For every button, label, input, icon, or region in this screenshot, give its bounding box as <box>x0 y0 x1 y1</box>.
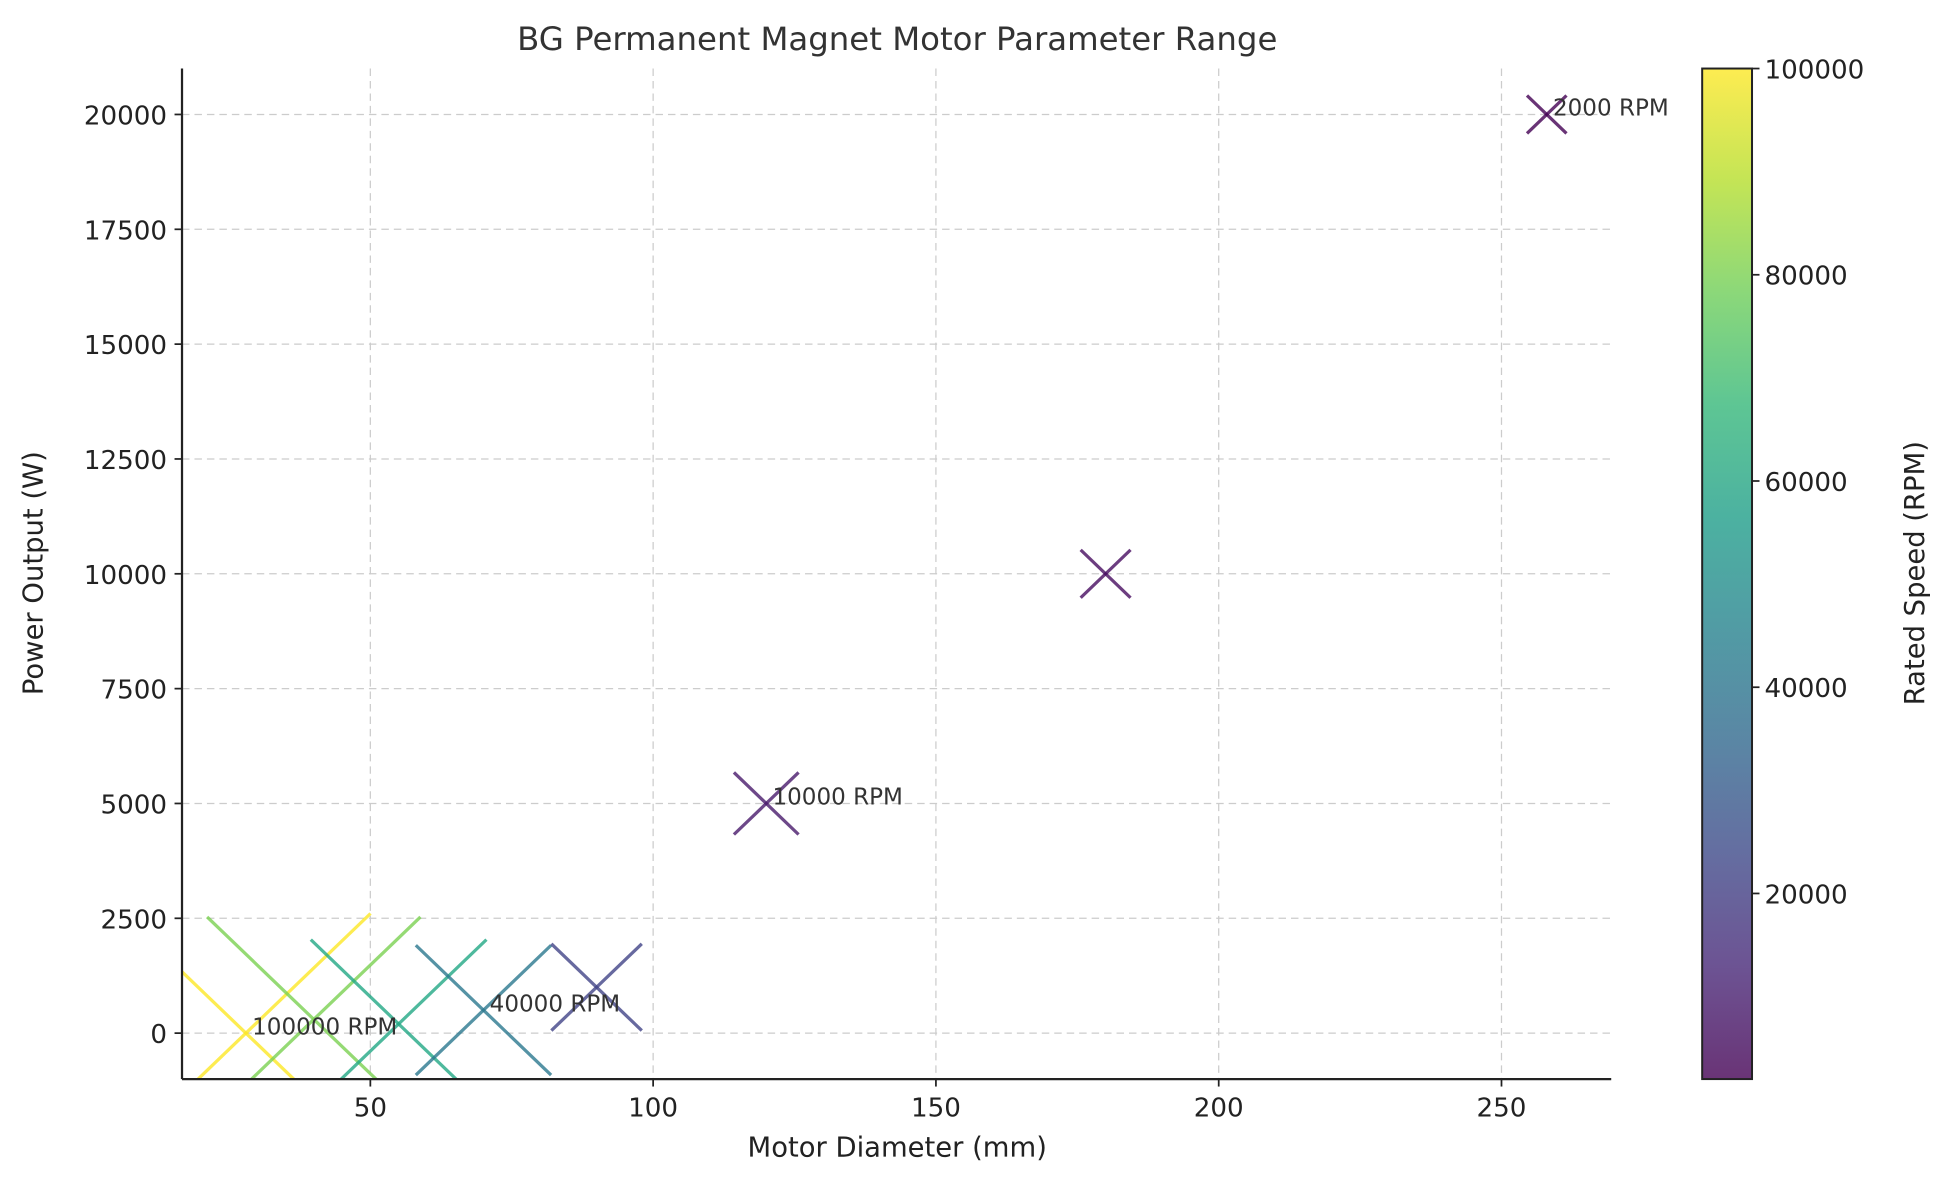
colorbar-tick-label: 80000 <box>1764 262 1847 292</box>
y-tick-label: 10000 <box>84 561 167 591</box>
x-marker <box>182 912 372 1080</box>
annotations: 100000 RPM 40000 RPM 10000 RPM 2000 RPM <box>252 96 1669 1041</box>
x-marker <box>1525 94 1568 135</box>
y-tick-label: 17500 <box>84 216 167 246</box>
y-axis-label: Power Output (W) <box>18 451 49 695</box>
y-tick-label: 20000 <box>84 101 167 131</box>
axes: 50 100 150 200 25002500500075001000012500150… <box>84 68 1612 1123</box>
x-marker <box>1079 548 1132 599</box>
colorbar: 20000 40000 60000 80000 100000 <box>1701 56 1864 1081</box>
colorbar-tick-label: 40000 <box>1764 674 1847 704</box>
colorbar-tick-label: 20000 <box>1764 880 1847 910</box>
point-annotation: 2000 RPM <box>1553 96 1669 122</box>
grid-lines <box>182 68 1612 1080</box>
y-tick-label: 5000 <box>100 790 167 820</box>
x-marker <box>414 944 553 1077</box>
y-tick-label: 7500 <box>100 676 167 706</box>
chart-title: BG Permanent Magnet Motor Parameter Rang… <box>517 20 1277 58</box>
x-tick-label: 50 <box>354 1093 387 1123</box>
x-marker <box>550 942 643 1032</box>
marker-stroke <box>195 912 372 1080</box>
x-marker <box>732 771 800 836</box>
x-tick-label: 200 <box>1194 1093 1244 1123</box>
x-tick-label: 100 <box>628 1093 678 1123</box>
marker-stroke <box>1079 548 1132 599</box>
point-annotation: 10000 RPM <box>772 785 902 811</box>
x-tick-label: 150 <box>911 1093 961 1123</box>
y-tick-label: 2500 <box>100 905 167 935</box>
x-marker <box>205 915 422 1080</box>
colorbar-gradient <box>1701 67 1754 1081</box>
colorbar-tick-label: 60000 <box>1764 468 1847 498</box>
colorbar-label: Rated Speed (RPM) <box>1900 441 1931 705</box>
point-annotation: 40000 RPM <box>490 991 620 1017</box>
data-markers <box>182 94 1568 1080</box>
marker-stroke <box>732 771 800 836</box>
marker-stroke <box>1525 94 1568 135</box>
y-tick-label: 0 <box>150 1020 167 1050</box>
marker-stroke <box>414 944 553 1077</box>
x-tick-label: 250 <box>1477 1093 1527 1123</box>
marker-stroke <box>249 915 422 1080</box>
marker-stroke <box>550 942 643 1032</box>
y-tick-label: 12500 <box>84 446 167 476</box>
y-tick-label: 15000 <box>84 331 167 361</box>
x-marker <box>309 938 488 1080</box>
x-axis-label: Motor Diameter (mm) <box>748 1132 1047 1163</box>
point-annotation: 100000 RPM <box>252 1014 397 1040</box>
colorbar-tick-label: 100000 <box>1764 56 1864 86</box>
marker-stroke <box>338 938 488 1080</box>
